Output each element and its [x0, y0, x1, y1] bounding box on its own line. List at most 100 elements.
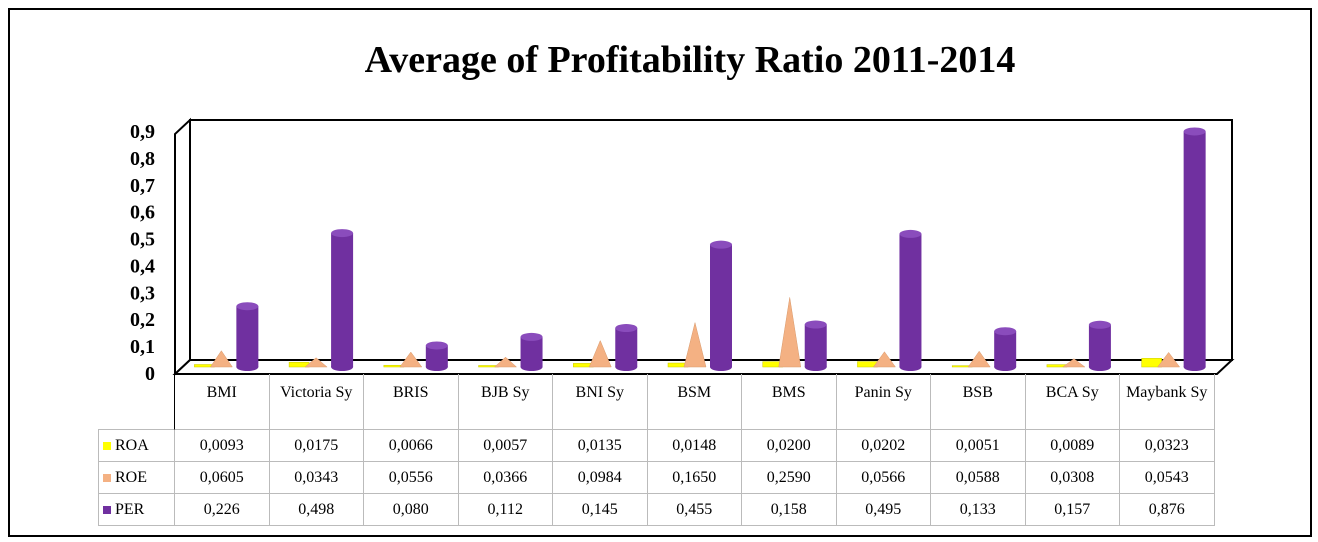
per-cylinder: [1088, 324, 1111, 367]
category-label: BCA Sy: [1025, 374, 1120, 430]
roe-pyramid: [304, 357, 328, 368]
category-label: Panin Sy: [836, 374, 931, 430]
category-label: Victoria Sy: [269, 374, 364, 430]
per-cylinder-base: [331, 363, 354, 371]
table-value: 0,498: [269, 494, 364, 526]
category-label: Maybank Sy: [1120, 374, 1215, 430]
per-cylinder: [236, 306, 259, 367]
per-cylinder-base: [1183, 363, 1206, 371]
table-value: 0,0566: [836, 462, 931, 494]
table-value: 0,0175: [269, 430, 364, 462]
per-cylinder-cap: [615, 324, 638, 333]
table-value: 0,080: [364, 494, 459, 526]
legend-entry: PER: [98, 494, 175, 526]
table-value: 0,0543: [1120, 462, 1215, 494]
per-cylinder-base: [425, 363, 448, 371]
table-value: 0,0066: [364, 430, 459, 462]
table-value: 0,112: [458, 494, 553, 526]
table-value: 0,0135: [553, 430, 648, 462]
per-cylinder-cap: [994, 327, 1017, 336]
y-tick-label: 0,8: [130, 148, 155, 170]
y-tick-label: 0,7: [130, 175, 155, 197]
per-cylinder-base: [520, 363, 543, 371]
per-cylinder-base: [236, 363, 259, 371]
table-value: 0,0200: [742, 430, 837, 462]
table-value: 0,226: [175, 494, 270, 526]
table-value: 0,158: [742, 494, 837, 526]
table-value: 0,0588: [931, 462, 1026, 494]
roe-pyramid: [872, 351, 896, 368]
per-cylinder-cap: [804, 320, 827, 329]
chart-title: Average of Profitability Ratio 2011-2014: [365, 39, 1016, 81]
y-tick-label: 0,2: [130, 309, 155, 331]
per-cylinder: [425, 345, 448, 367]
legend-label: ROE: [115, 468, 147, 486]
y-tick-label: 0,3: [130, 282, 155, 304]
category-label: BJB Sy: [458, 374, 553, 430]
y-tick-label: 0,4: [130, 255, 155, 277]
table-corner: [98, 374, 175, 430]
legend-entry: ROA: [98, 430, 175, 462]
roe-pyramid: [967, 350, 991, 368]
roe-pyramid: [588, 339, 612, 368]
data-table: BMI Victoria Sy BRIS BJB Sy BNI Sy BSM BMS Pani…: [98, 374, 1215, 526]
per-cylinder-base: [899, 363, 922, 371]
table-value: 0,0308: [1025, 462, 1120, 494]
roe-pyramid: [1157, 351, 1181, 368]
per-cylinder-base: [994, 363, 1017, 371]
category-label: BMS: [742, 374, 837, 430]
per-cylinder: [804, 324, 827, 367]
per-cylinder-base: [804, 363, 827, 371]
table-value: 0,0984: [553, 462, 648, 494]
category-label: BNI Sy: [553, 374, 648, 430]
per-cylinder-cap: [520, 332, 543, 341]
table-value: 0,0089: [1025, 430, 1120, 462]
per-cylinder: [994, 331, 1017, 367]
per-cylinder-base: [615, 363, 638, 371]
table-value: 0,0343: [269, 462, 364, 494]
table-value: 0,1650: [647, 462, 742, 494]
roe-pyramid: [399, 351, 423, 368]
y-tick-label: 0: [145, 363, 155, 385]
table-value: 0,0148: [647, 430, 742, 462]
legend-label: PER: [115, 500, 145, 518]
table-value: 0,145: [553, 494, 648, 526]
per-cylinder-cap: [425, 341, 448, 350]
legend-swatch: [103, 441, 111, 450]
table-value: 0,495: [836, 494, 931, 526]
roe-pyramid: [778, 297, 802, 368]
per-cylinder-base: [710, 363, 732, 371]
per-cylinder-base: [1088, 363, 1111, 371]
per-cylinder: [1183, 131, 1206, 367]
per-cylinder-cap: [331, 229, 354, 238]
per-cylinder-cap: [236, 302, 259, 311]
per-cylinder: [615, 328, 638, 367]
category-label: BMI: [175, 374, 270, 430]
per-cylinder: [710, 244, 732, 367]
per-cylinder-cap: [899, 229, 922, 238]
legend-swatch: [103, 473, 111, 482]
roe-pyramid: [683, 322, 707, 368]
legend-entry: ROE: [98, 462, 175, 494]
per-cylinder-cap: [1183, 127, 1206, 136]
table-value: 0,0323: [1120, 430, 1215, 462]
table-value: 0,0051: [931, 430, 1026, 462]
category-label: BRIS: [364, 374, 459, 430]
roe-pyramid: [493, 356, 518, 368]
per-cylinder: [520, 336, 543, 367]
legend-swatch: [103, 505, 111, 514]
table-value: 0,0556: [364, 462, 459, 494]
table-value: 0,0366: [458, 462, 553, 494]
side-wall: [174, 117, 191, 377]
table-value: 0,0605: [175, 462, 270, 494]
table-value: 0,2590: [742, 462, 837, 494]
roe-pyramid: [1062, 358, 1086, 368]
chart-border: [8, 8, 1312, 537]
y-tick-label: 0,5: [130, 229, 155, 251]
table-value: 0,0093: [175, 430, 270, 462]
per-cylinder: [331, 233, 354, 367]
category-label: BSB: [931, 374, 1026, 430]
y-tick-label: 0,6: [130, 202, 155, 224]
per-cylinder-cap: [710, 240, 732, 249]
